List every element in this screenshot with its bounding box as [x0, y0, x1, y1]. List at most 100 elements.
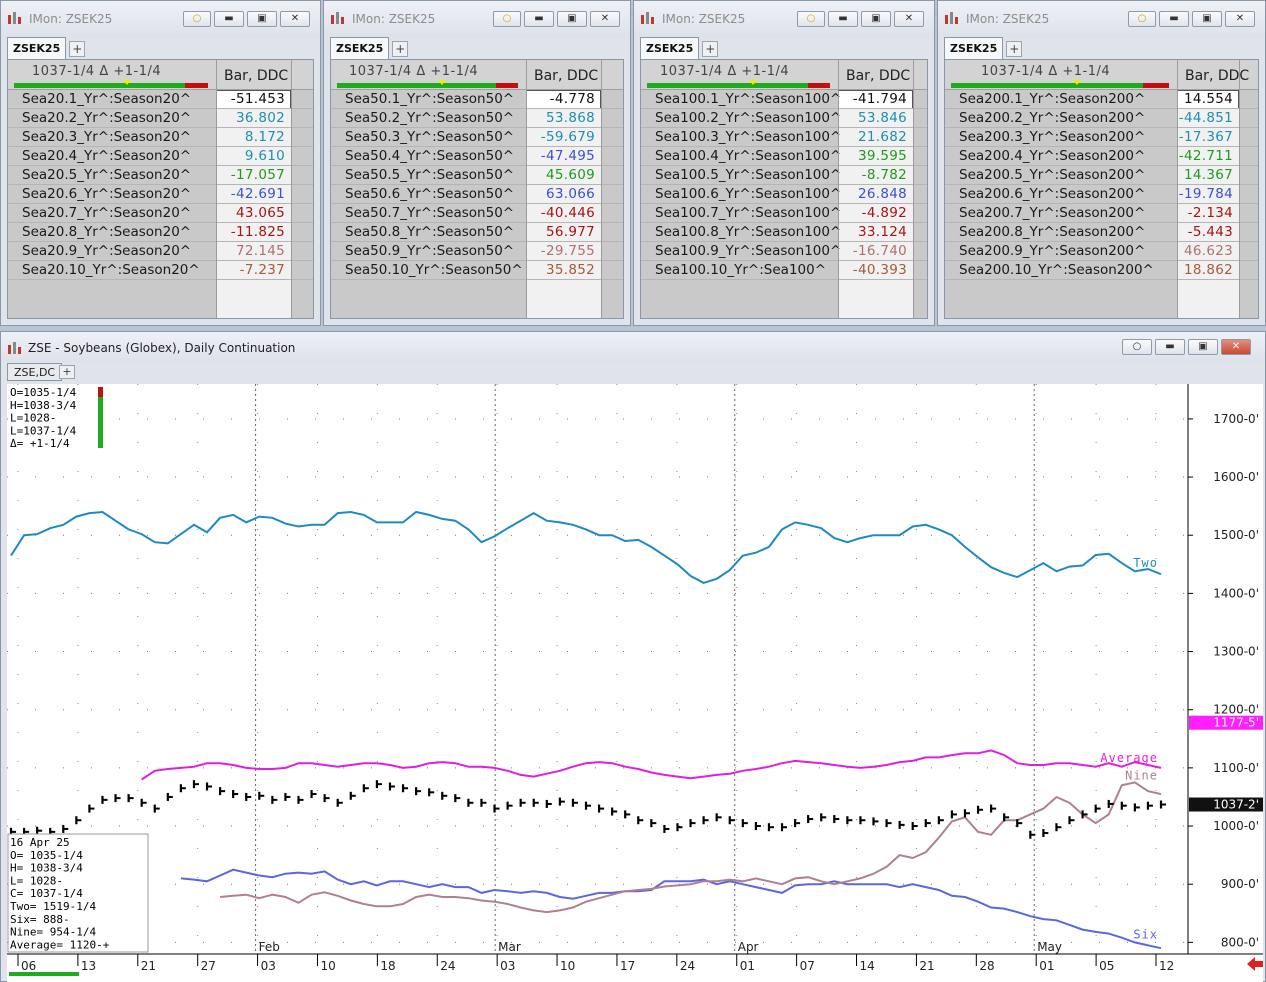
quote-row[interactable]: Sea100.2_Yr^:Season100^ 53.846	[641, 109, 927, 128]
link-button[interactable]: ○	[493, 11, 521, 27]
quote-row[interactable]: Sea20.7_Yr^:Season20^ 43.065	[8, 204, 313, 223]
study-value: -44.851	[1178, 110, 1233, 126]
series-line-six	[180, 868, 1162, 950]
y-tick-label: 900-0'	[1221, 877, 1259, 891]
study-value: 33.124	[857, 224, 907, 240]
quote-row[interactable]: Sea20.1_Yr^:Season20^ -51.453	[8, 90, 313, 109]
link-button[interactable]: ○	[1128, 11, 1156, 27]
add-tab-button[interactable]: +	[69, 41, 86, 57]
quote-row[interactable]: Sea50.7_Yr^:Season50^ -40.446	[331, 204, 623, 223]
link-button[interactable]: ○	[797, 11, 825, 27]
study-value: -41.794	[852, 91, 907, 107]
quote-row[interactable]: Sea200.9_Yr^:Season200^ 46.623	[945, 242, 1258, 261]
quote-row[interactable]: Sea100.5_Yr^:Season100^ -8.782	[641, 166, 927, 185]
study-name: Sea200.2_Yr^:Season200^	[959, 110, 1146, 126]
imon-titlebar[interactable]: IMon: ZSEK25 ○ ▬ ▣ ✕	[324, 1, 630, 37]
symbol-tab[interactable]: ZSEK25	[7, 37, 67, 59]
quote-row[interactable]: Sea200.1_Yr^:Season200^ 14.554	[945, 90, 1258, 109]
quote-row[interactable]: Sea20.10_Yr^:Season20^ -7.237	[8, 261, 313, 280]
maximize-button[interactable]: ▣	[1188, 339, 1218, 355]
quote-row[interactable]: Sea50.6_Yr^:Season50^ 63.066	[331, 185, 623, 204]
add-chart-tab-button[interactable]: +	[59, 365, 75, 379]
study-value: -17.057	[230, 167, 285, 183]
quote-row[interactable]: Sea200.7_Yr^:Season200^ -2.134	[945, 204, 1258, 223]
quote-row[interactable]: Sea200.6_Yr^:Season200^ -19.784	[945, 185, 1258, 204]
minimize-button[interactable]: ▬	[828, 11, 858, 27]
close-button[interactable]: ✕	[894, 11, 924, 27]
quote-row[interactable]: Sea50.2_Yr^:Season50^ 53.868	[331, 109, 623, 128]
quote-row[interactable]: Sea200.8_Yr^:Season200^ -5.443	[945, 223, 1258, 242]
close-icon: ✕	[290, 13, 300, 24]
quote-row[interactable]: Sea200.5_Yr^:Season200^ 14.367	[945, 166, 1258, 185]
study-value: -59.679	[540, 129, 595, 145]
symbol-tab[interactable]: ZSEK25	[330, 37, 390, 59]
symbol-tab[interactable]: ZSEK25	[944, 37, 1004, 59]
study-value: 14.367	[1183, 167, 1233, 183]
quote-row[interactable]: Sea200.10_Yr^:Season200^ 18.862	[945, 261, 1258, 280]
imon-app-icon	[945, 12, 958, 24]
close-button[interactable]: ✕	[280, 11, 310, 27]
x-tick-label: 18	[380, 959, 395, 973]
quote-row[interactable]: Sea100.3_Yr^:Season100^ 21.682	[641, 128, 927, 147]
quote-row[interactable]: Sea100.6_Yr^:Season100^ 26.848	[641, 185, 927, 204]
column-header: Bar, DDC	[224, 68, 289, 84]
maximize-button[interactable]: ▣	[1192, 11, 1222, 27]
quote-row[interactable]: Sea20.6_Yr^:Season20^ -42.691	[8, 185, 313, 204]
quote-row[interactable]: Sea50.8_Yr^:Season50^ 56.977	[331, 223, 623, 242]
quote-row[interactable]: Sea50.1_Yr^:Season50^ -4.778	[331, 90, 623, 109]
quote-row[interactable]: Sea100.8_Yr^:Season100^ 33.124	[641, 223, 927, 242]
price-chart[interactable]: 1700-0' 1600-0' 1500-0' 1400-0' 1300-0' 1200-…	[1, 332, 1266, 982]
quote-row[interactable]: Sea50.5_Yr^:Season50^ 45.609	[331, 166, 623, 185]
close-button[interactable]: ✕	[590, 11, 620, 27]
minimize-icon: ▬	[838, 13, 848, 24]
study-value: -29.755	[540, 243, 595, 259]
quote-row[interactable]: Sea50.9_Yr^:Season50^ -29.755	[331, 242, 623, 261]
imon-titlebar[interactable]: IMon: ZSEK25 ○ ▬ ▣ ✕	[938, 1, 1265, 37]
imon-app-icon	[8, 12, 21, 24]
quote-row[interactable]: Sea50.10_Yr^:Season50^ 35.852	[331, 261, 623, 280]
quote-row[interactable]: Sea100.9_Yr^:Season100^ -16.740	[641, 242, 927, 261]
quote-row[interactable]: Sea100.10_Yr^:Sea100^ -40.393	[641, 261, 927, 280]
month-label: Apr	[738, 940, 759, 954]
maximize-button[interactable]: ▣	[247, 11, 277, 27]
quote-row[interactable]: Sea20.3_Yr^:Season20^ 8.172	[8, 128, 313, 147]
minimize-button[interactable]: ▬	[1155, 339, 1185, 355]
quote-row[interactable]: Sea20.2_Yr^:Season20^ 36.802	[8, 109, 313, 128]
imon-titlebar[interactable]: IMon: ZSEK25 ○ ▬ ▣ ✕	[1, 1, 320, 37]
study-value: 63.066	[545, 186, 595, 202]
add-tab-button[interactable]: +	[392, 41, 409, 57]
grid-header: 1037-1/4 Δ +1-1/4 Bar, DDC	[945, 60, 1258, 90]
imon-title: IMon: ZSEK25	[966, 12, 1050, 26]
quote-row[interactable]: Sea20.8_Yr^:Season20^ -11.825	[8, 223, 313, 242]
quote-row[interactable]: Sea100.7_Yr^:Season100^ -4.892	[641, 204, 927, 223]
quote-row[interactable]: Sea200.4_Yr^:Season200^ -42.711	[945, 147, 1258, 166]
study-name: Sea100.10_Yr^:Sea100^	[655, 262, 827, 278]
quote-row[interactable]: Sea200.3_Yr^:Season200^ -17.367	[945, 128, 1258, 147]
add-tab-button[interactable]: +	[1006, 41, 1023, 57]
chart-window-titlebar[interactable]: ZSE - Soybeans (Globex), Daily Continuat…	[1, 332, 1265, 362]
minimize-button[interactable]: ▬	[524, 11, 554, 27]
quote-row[interactable]: Sea20.9_Yr^:Season20^ 72.145	[8, 242, 313, 261]
quote-row[interactable]: Sea100.4_Yr^:Season100^ 39.595	[641, 147, 927, 166]
study-value: 18.862	[1183, 262, 1233, 278]
quote-row[interactable]: Sea20.4_Yr^:Season20^ 9.610	[8, 147, 313, 166]
close-button[interactable]: ✕	[1221, 339, 1251, 355]
minimize-button[interactable]: ▬	[1159, 11, 1189, 27]
link-button[interactable]: ○	[183, 11, 211, 27]
quote-row[interactable]: Sea100.1_Yr^:Season100^ -41.794	[641, 90, 927, 109]
maximize-button[interactable]: ▣	[861, 11, 891, 27]
close-button[interactable]: ✕	[1225, 11, 1255, 27]
quote-row[interactable]: Sea50.4_Yr^:Season50^ -47.495	[331, 147, 623, 166]
ohlc-bar-red	[98, 387, 103, 397]
cursor-data-line: 16 Apr 25	[10, 836, 70, 849]
link-button[interactable]: ○	[1122, 339, 1152, 355]
add-tab-button[interactable]: +	[702, 41, 719, 57]
imon-titlebar[interactable]: IMon: ZSEK25 ○ ▬ ▣ ✕	[634, 1, 934, 37]
minimize-button[interactable]: ▬	[214, 11, 244, 27]
quote-row[interactable]: Sea50.3_Yr^:Season50^ -59.679	[331, 128, 623, 147]
maximize-button[interactable]: ▣	[557, 11, 587, 27]
x-tick-label: 01	[740, 959, 755, 973]
symbol-tab[interactable]: ZSEK25	[640, 37, 700, 59]
quote-row[interactable]: Sea20.5_Yr^:Season20^ -17.057	[8, 166, 313, 185]
quote-row[interactable]: Sea200.2_Yr^:Season200^ -44.851	[945, 109, 1258, 128]
